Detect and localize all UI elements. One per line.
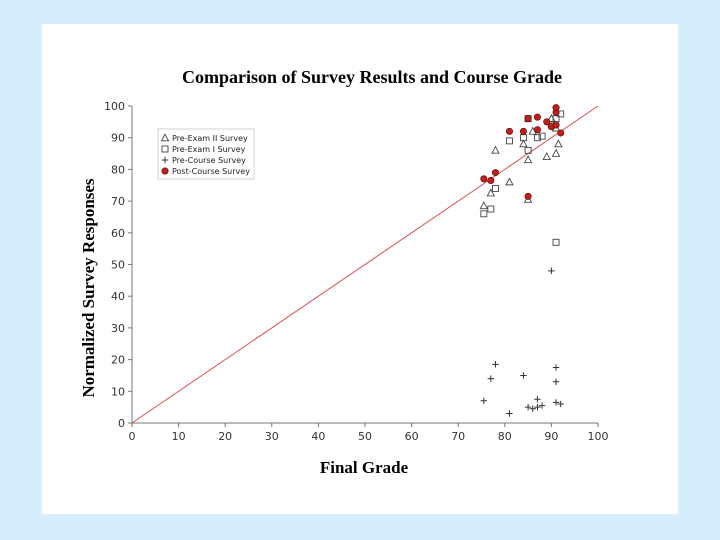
circle-data-point xyxy=(524,115,532,123)
circle-data-point xyxy=(519,127,527,135)
y-tick-label: 20 xyxy=(111,354,125,367)
y-tick-label: 40 xyxy=(111,290,125,303)
x-tick-label: 10 xyxy=(172,430,186,443)
x-tick-label: 0 xyxy=(129,430,136,443)
y-tick-label: 30 xyxy=(111,322,125,335)
plus-data-point xyxy=(534,396,541,403)
square-data-point xyxy=(524,146,532,154)
triangle-data-point xyxy=(542,151,551,160)
circle-data-point xyxy=(491,169,499,177)
triangle-data-point xyxy=(554,139,563,148)
square-data-point xyxy=(506,137,513,145)
plus-data-point xyxy=(487,375,495,382)
plus-data-point xyxy=(552,378,560,385)
reference-line xyxy=(131,105,599,424)
x-tick-label: 30 xyxy=(265,430,279,443)
y-tick-label: 0 xyxy=(118,417,125,430)
plus-data-point xyxy=(529,405,536,412)
chart-title: Comparison of Survey Results and Course … xyxy=(182,67,562,87)
x-tick-label: 70 xyxy=(451,430,465,443)
square-data-point xyxy=(487,205,495,213)
plus-data-point xyxy=(548,267,555,275)
x-axis-title: Final Grade xyxy=(320,458,409,477)
plus-data-point xyxy=(552,399,560,406)
circle-data-point xyxy=(524,192,532,200)
square-data-point xyxy=(538,132,546,140)
series-3 xyxy=(480,267,564,417)
x-tick-label: 20 xyxy=(218,430,232,443)
legend-circle-icon xyxy=(161,167,169,175)
legend-entry: Post-Course Survey xyxy=(172,167,250,176)
y-tick-label: 70 xyxy=(111,195,125,208)
legend-entry: Pre-Exam II Survey xyxy=(172,134,248,143)
y-tick-label: 10 xyxy=(111,385,125,398)
plus-data-point xyxy=(524,403,532,411)
circle-data-point xyxy=(557,129,565,137)
plus-data-point xyxy=(520,372,527,379)
legend-square-icon xyxy=(161,145,169,153)
legend-box xyxy=(157,128,255,180)
plus-data-point xyxy=(534,403,541,411)
y-axis-title: Normalized Survey Responses xyxy=(79,178,98,397)
x-tick-label: 40 xyxy=(311,430,325,443)
plus-data-point xyxy=(538,402,546,409)
legend-plus-icon xyxy=(161,156,169,164)
triangle-data-point xyxy=(491,145,500,154)
circle-data-point xyxy=(533,113,541,121)
triangle-data-point xyxy=(519,139,528,148)
plus-data-point xyxy=(480,397,488,405)
triangle-data-point xyxy=(486,188,496,197)
scatter-chart: Comparison of Survey Results and Course … xyxy=(79,67,609,477)
y-tick-label: 90 xyxy=(111,132,125,145)
circle-data-point xyxy=(480,175,488,183)
circle-data-point xyxy=(543,118,551,126)
square-data-point xyxy=(552,238,560,246)
legend-entry: Pre-Exam I Survey xyxy=(172,145,246,154)
y-tick-label: 50 xyxy=(111,259,125,272)
y-tick-label: 80 xyxy=(111,163,125,176)
plus-data-point xyxy=(552,364,560,371)
circle-data-point xyxy=(487,176,495,184)
square-data-point xyxy=(533,134,541,142)
circle-data-point xyxy=(533,126,541,134)
circle-data-point xyxy=(552,121,560,129)
triangle-data-point xyxy=(479,201,489,210)
plus-data-point xyxy=(506,410,513,417)
circle-data-point xyxy=(552,104,560,112)
x-tick-label: 50 xyxy=(358,430,372,443)
plus-data-point xyxy=(557,400,564,408)
x-tick-label: 90 xyxy=(544,430,558,443)
circle-data-point xyxy=(505,127,513,135)
slide-card: Comparison of Survey Results and Course … xyxy=(42,24,678,514)
legend-entry: Pre-Course Survey xyxy=(172,156,246,165)
y-tick-label: 60 xyxy=(111,227,125,240)
legend-triangle-icon xyxy=(160,133,170,142)
triangle-data-point xyxy=(523,155,533,164)
x-tick-label: 80 xyxy=(498,430,512,443)
x-tick-label: 60 xyxy=(405,430,419,443)
plus-data-point xyxy=(492,361,499,368)
x-tick-label: 100 xyxy=(588,430,609,443)
square-data-point xyxy=(480,210,488,218)
triangle-data-point xyxy=(505,177,514,186)
square-data-point xyxy=(492,184,499,192)
y-tick-label: 100 xyxy=(104,100,125,113)
triangle-data-point xyxy=(551,148,561,157)
series-4 xyxy=(480,104,565,200)
